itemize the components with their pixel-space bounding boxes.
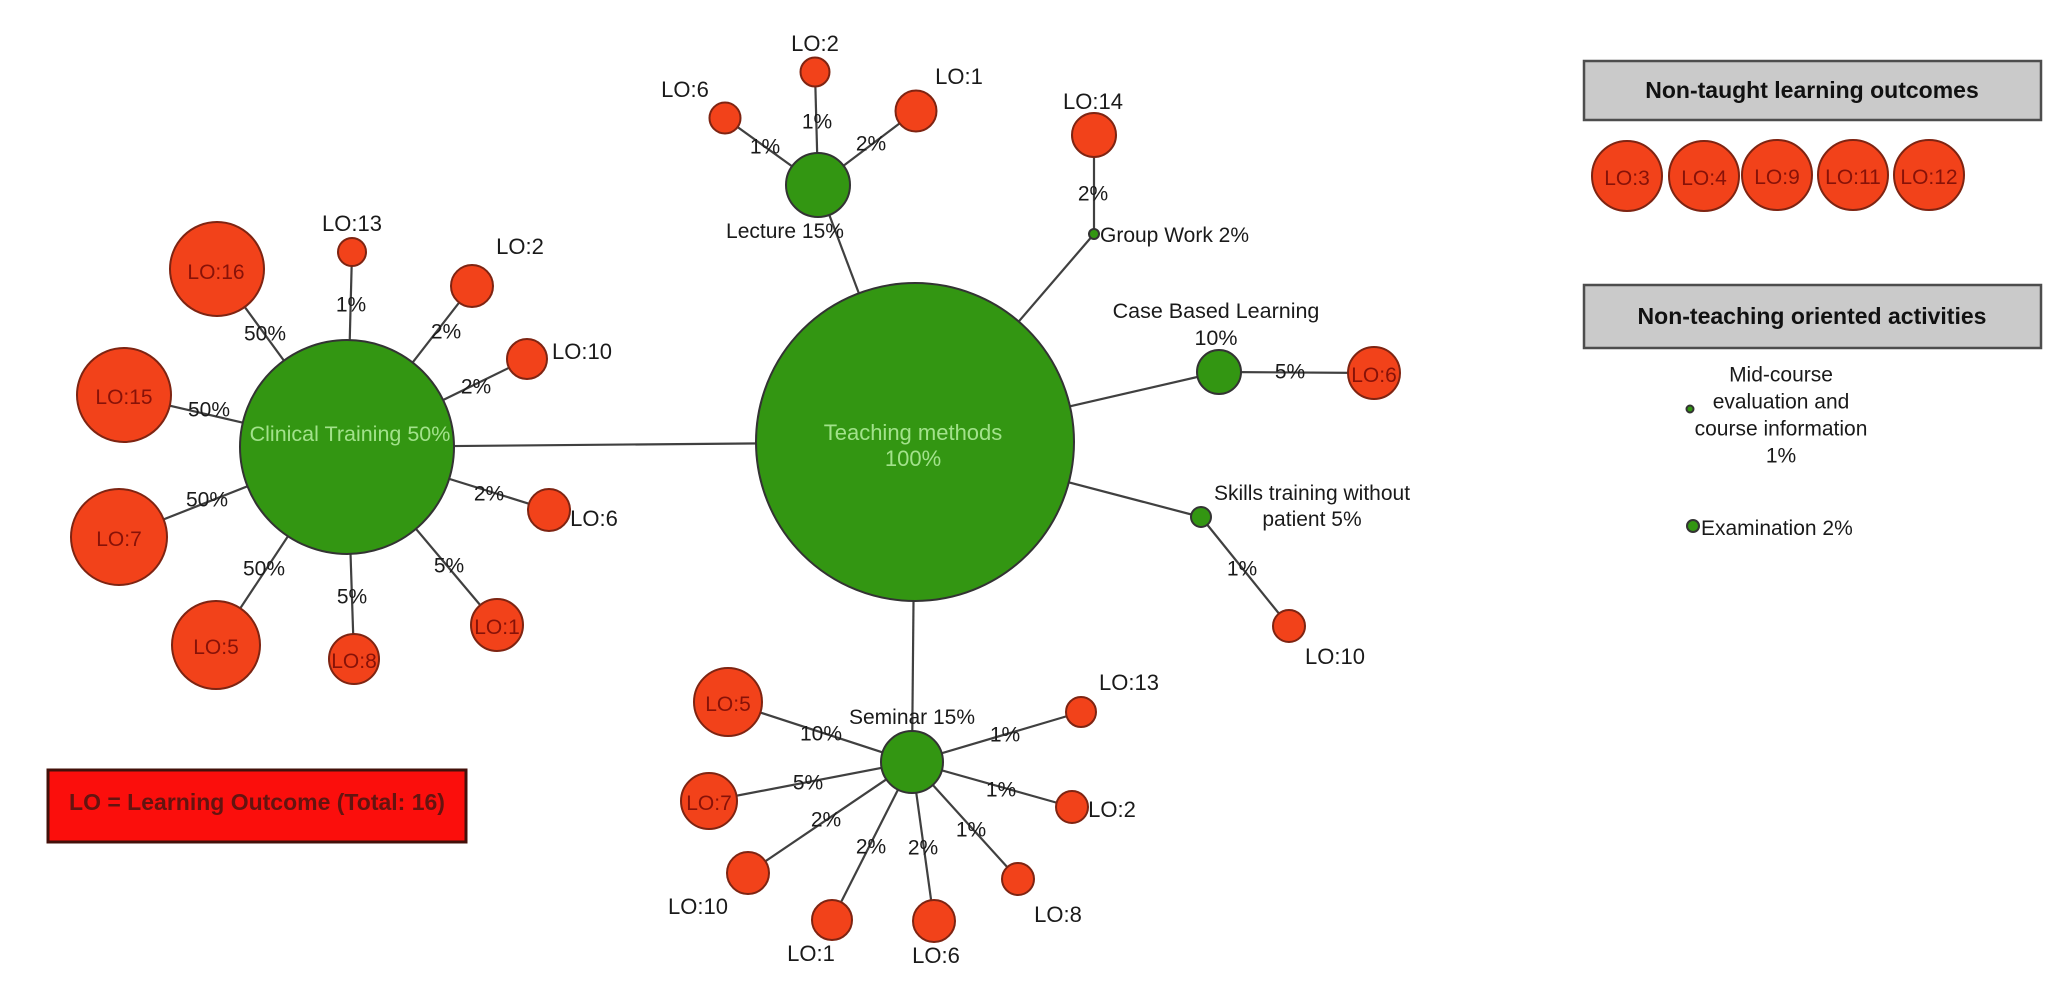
svg-text:Case Based Learning: Case Based Learning [1113,299,1320,323]
svg-text:10%: 10% [1194,326,1237,350]
svg-text:10%: 10% [800,723,842,746]
svg-text:LO:6: LO:6 [570,506,618,531]
svg-text:Non-taught learning outcomes: Non-taught learning outcomes [1645,77,1979,103]
svg-text:2%: 2% [431,321,461,344]
svg-text:2%: 2% [1078,183,1108,206]
svg-text:1%: 1% [986,779,1016,802]
svg-text:Clinical Training 50%: Clinical Training 50% [250,422,451,446]
svg-text:LO:6: LO:6 [912,943,960,968]
svg-text:LO:8: LO:8 [1034,902,1082,927]
svg-text:LO:4: LO:4 [1681,167,1727,190]
svg-text:LO:2: LO:2 [791,31,839,56]
svg-text:LO:7: LO:7 [96,528,142,551]
svg-text:Examination 2%: Examination 2% [1701,517,1853,540]
svg-text:2%: 2% [856,133,886,156]
svg-text:Skills training without: Skills training without [1214,482,1410,505]
svg-text:Group Work 2%: Group Work 2% [1100,224,1249,247]
svg-text:1%: 1% [1766,445,1796,468]
svg-text:50%: 50% [244,323,286,346]
svg-text:LO:1: LO:1 [935,64,983,89]
svg-text:patient 5%: patient 5% [1262,508,1361,531]
svg-text:Non-teaching oriented activiti: Non-teaching oriented activities [1638,303,1987,329]
svg-text:course information: course information [1695,418,1868,441]
svg-text:5%: 5% [1275,361,1305,384]
svg-text:2%: 2% [908,837,938,860]
svg-text:5%: 5% [434,555,464,578]
svg-text:LO:9: LO:9 [1754,166,1800,189]
svg-text:LO:8: LO:8 [331,650,377,673]
svg-text:evaluation and: evaluation and [1713,391,1850,414]
svg-text:LO:16: LO:16 [187,261,244,284]
svg-text:LO:5: LO:5 [193,636,239,659]
svg-text:LO:12: LO:12 [1900,166,1957,189]
svg-text:Lecture 15%: Lecture 15% [726,220,844,243]
svg-text:LO:2: LO:2 [1088,797,1136,822]
svg-text:LO:6: LO:6 [661,77,709,102]
svg-text:50%: 50% [188,399,230,422]
svg-text:LO:2: LO:2 [496,234,544,259]
svg-text:LO:1: LO:1 [787,941,835,966]
svg-text:LO:13: LO:13 [1099,670,1159,695]
svg-text:LO:1: LO:1 [474,616,520,639]
svg-text:LO:14: LO:14 [1063,89,1123,114]
svg-text:LO:10: LO:10 [552,339,612,364]
svg-text:LO:15: LO:15 [95,386,152,409]
svg-text:2%: 2% [811,809,841,832]
svg-text:LO:13: LO:13 [322,211,382,236]
svg-text:LO:5: LO:5 [705,693,751,716]
svg-text:1%: 1% [990,724,1020,747]
svg-text:1%: 1% [1227,558,1257,581]
svg-text:1%: 1% [956,819,986,842]
svg-text:LO:10: LO:10 [1305,644,1365,669]
svg-text:LO:7: LO:7 [686,792,732,815]
svg-text:LO:6: LO:6 [1351,364,1397,387]
svg-text:Mid-course: Mid-course [1729,364,1833,387]
svg-text:LO = Learning Outcome (Total:: LO = Learning Outcome (Total: 16) [69,789,445,815]
svg-text:1%: 1% [750,136,780,159]
svg-text:1%: 1% [336,294,366,317]
svg-text:100%: 100% [885,446,941,471]
svg-text:Teaching methods: Teaching methods [824,420,1003,445]
svg-text:50%: 50% [186,489,228,512]
svg-text:5%: 5% [793,772,823,795]
svg-text:LO:3: LO:3 [1604,167,1650,190]
svg-text:2%: 2% [461,376,491,399]
svg-text:5%: 5% [337,586,367,609]
svg-text:LO:10: LO:10 [668,894,728,919]
svg-text:2%: 2% [856,836,886,859]
svg-text:1%: 1% [802,111,832,134]
svg-text:Seminar 15%: Seminar 15% [849,706,975,729]
svg-text:LO:11: LO:11 [1825,166,1881,189]
svg-text:50%: 50% [243,558,285,581]
svg-text:2%: 2% [474,483,504,506]
